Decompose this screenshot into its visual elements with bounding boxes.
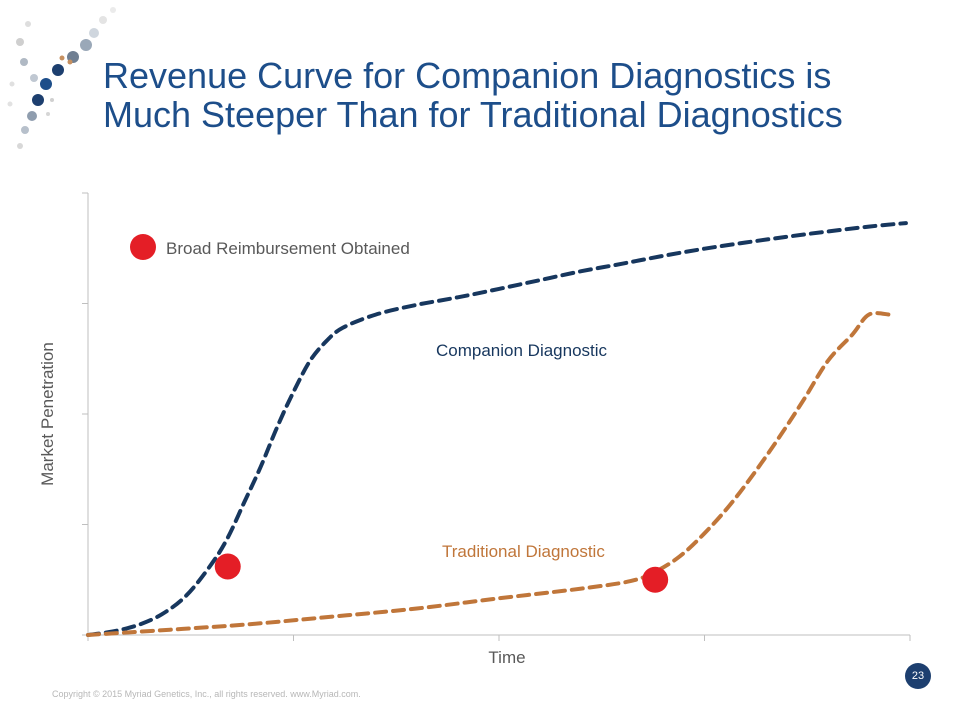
legend-reimbursement-marker xyxy=(130,234,156,260)
footer-copyright: Copyright © 2015 Myriad Genetics, Inc., … xyxy=(52,689,361,699)
reimbursement-marker-traditional xyxy=(642,566,669,593)
page-number-badge: 23 xyxy=(905,663,931,689)
myriad-dot-logo xyxy=(7,7,116,149)
companion-diagnostic-label: Companion Diagnostic xyxy=(436,341,608,360)
companion-diagnostic-line xyxy=(86,221,908,637)
legend-reimbursement-label: Broad Reimbursement Obtained xyxy=(166,239,410,258)
title-line-1: Revenue Curve for Companion Diagnostics … xyxy=(103,55,832,96)
page-title: Revenue Curve for Companion Diagnostics … xyxy=(103,56,943,134)
x-axis-ticks xyxy=(87,635,911,641)
y-axis-label: Market Penetration xyxy=(38,342,57,486)
reimbursement-marker-companion xyxy=(214,553,241,580)
reimbursement-markers xyxy=(214,553,669,593)
title-line-2: Much Steeper Than for Traditional Diagno… xyxy=(103,94,843,135)
logo-dots xyxy=(7,7,116,149)
traditional-diagnostic-label: Traditional Diagnostic xyxy=(442,542,605,561)
y-axis-ticks xyxy=(82,192,88,636)
chart-axes xyxy=(82,192,911,641)
traditional-diagnostic-line xyxy=(86,311,892,637)
series-layer xyxy=(86,221,908,637)
x-axis-label: Time xyxy=(488,648,525,667)
